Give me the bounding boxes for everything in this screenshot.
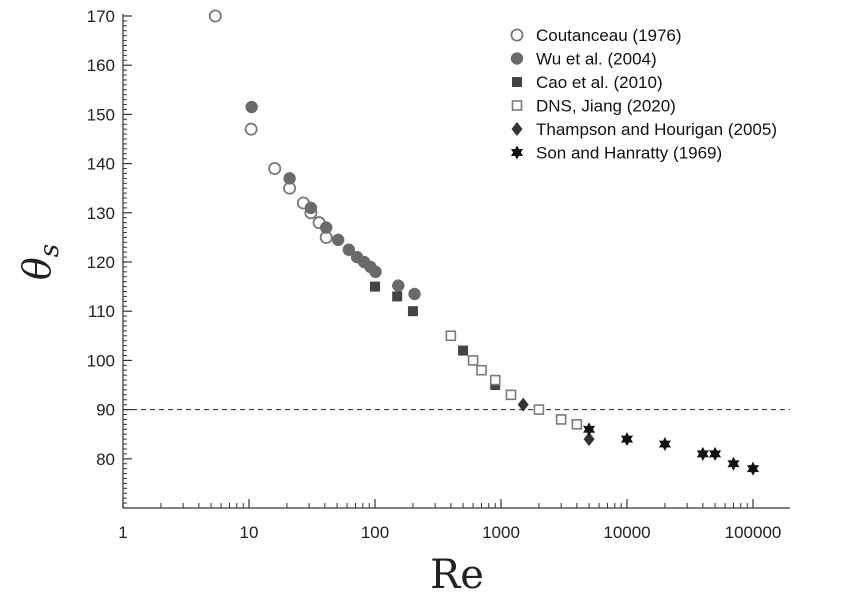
data-point: [408, 287, 421, 301]
data-point: [283, 172, 296, 185]
data-point: [467, 355, 479, 366]
legend-marker: [510, 145, 524, 160]
y-tick-label: 90: [96, 401, 115, 420]
legend-marker: [510, 28, 524, 42]
data-point: [505, 389, 517, 401]
data-point: [331, 233, 345, 247]
legend-entry: Coutanceau (1976): [510, 26, 682, 45]
data-point: [208, 9, 222, 23]
data-point: [342, 243, 356, 256]
data-point: [369, 265, 382, 279]
legend-label: Thampson and Hourigan (2005): [536, 120, 777, 139]
legend-entry: DNS, Jiang (2020): [511, 97, 676, 116]
legend-marker: [511, 100, 523, 111]
data-point: [458, 345, 469, 356]
series-5: [583, 422, 760, 476]
legend-label: Wu et al. (2004): [536, 50, 657, 69]
y-tick-label: 80: [96, 450, 115, 469]
legend-entry: Son and Hanratty (1969): [510, 144, 722, 163]
data-point: [533, 404, 545, 415]
x-tick-label: 10: [240, 523, 259, 542]
x-axis-title: Re: [430, 552, 484, 598]
data-point: [555, 414, 567, 425]
data-point: [583, 422, 596, 437]
data-point: [319, 221, 333, 234]
x-tick-label: 100000: [725, 523, 782, 542]
data-point: [268, 162, 282, 176]
legend-label: Cao et al. (2010): [536, 73, 663, 92]
y-tick-label: 110: [88, 302, 115, 321]
data-point: [304, 201, 318, 215]
x-tick-label: 1: [118, 523, 127, 542]
legend-label: Son and Hanratty (1969): [536, 144, 722, 163]
data-point: [476, 364, 487, 376]
legend-entry: Cao et al. (2010): [512, 73, 663, 92]
legend-entry: Wu et al. (2004): [510, 50, 657, 69]
data-point: [658, 437, 671, 452]
legend-label: Coutanceau (1976): [536, 26, 682, 45]
data-point: [746, 461, 760, 476]
data-point: [244, 122, 258, 136]
x-tick-label: 10000: [603, 523, 650, 542]
axes: 1 10 100 1000 10000 1000008090100110120130140…: [87, 7, 790, 542]
data-point: [392, 279, 405, 292]
series-1: [245, 100, 421, 301]
plot-area: [123, 9, 790, 476]
data-point: [445, 330, 457, 342]
data-point: [727, 456, 740, 471]
data-point: [370, 281, 380, 292]
data-point: [620, 432, 634, 447]
y-tick-label: 160: [87, 56, 115, 75]
data-point: [407, 306, 418, 317]
legend-entry: Thampson and Hourigan (2005): [511, 120, 777, 139]
data-point: [583, 432, 595, 447]
x-tick-label: 100: [361, 523, 389, 542]
y-axis-title: θs: [15, 244, 65, 280]
legend-marker: [510, 52, 524, 65]
data-point: [245, 100, 258, 114]
data-point: [489, 374, 501, 386]
series-0: [208, 9, 333, 244]
y-tick-label: 120: [87, 253, 115, 272]
data-point: [392, 291, 403, 302]
data-point: [571, 419, 583, 430]
x-tick-label: 1000: [482, 523, 520, 542]
data-point: [517, 397, 529, 412]
legend-marker: [512, 77, 522, 87]
data-point: [709, 446, 722, 461]
y-tick-label: 130: [87, 204, 115, 223]
legend: Coutanceau (1976) Wu et al. (2004) Cao et …: [510, 26, 777, 163]
series-3: [445, 330, 583, 430]
legend-marker: [511, 122, 523, 136]
y-tick-label: 100: [87, 351, 115, 370]
legend-label: DNS, Jiang (2020): [536, 97, 676, 116]
data-point: [696, 446, 709, 461]
series-4: [517, 397, 595, 447]
y-tick-label: 170: [87, 7, 115, 26]
y-tick-label: 150: [87, 105, 115, 124]
y-tick-label: 140: [87, 155, 115, 174]
